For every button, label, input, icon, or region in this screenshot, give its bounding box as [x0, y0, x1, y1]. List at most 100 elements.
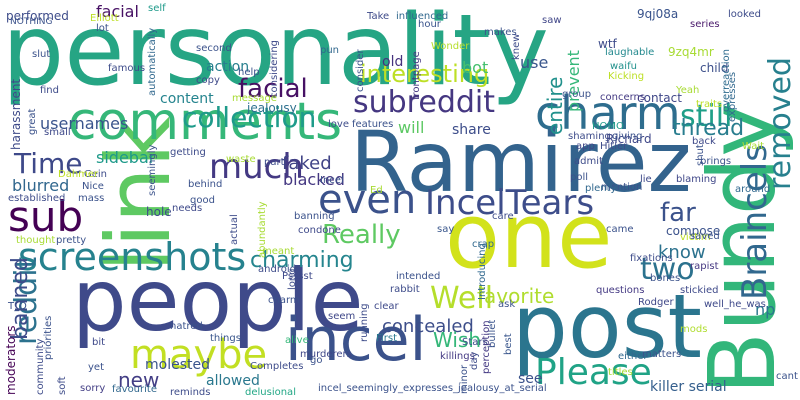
- word: matters: [642, 349, 682, 360]
- word: influenced: [396, 11, 449, 22]
- word: IncelTears: [425, 183, 595, 223]
- word: perception: [481, 320, 492, 374]
- word: bot: [462, 58, 489, 77]
- word: action: [206, 59, 250, 75]
- word: Gein: [84, 169, 108, 180]
- word: reminds: [170, 387, 211, 398]
- word: faked: [282, 153, 332, 174]
- word: Take: [367, 11, 390, 22]
- word: performed: [6, 9, 69, 23]
- word: child: [700, 61, 729, 75]
- word: help: [238, 67, 260, 78]
- word: blaming: [676, 174, 717, 185]
- word: saw: [542, 15, 562, 26]
- word: incel_seemingly_expresses_jealousy_at_se…: [318, 383, 547, 394]
- word: Time: [14, 147, 83, 180]
- word: interesting: [360, 60, 490, 88]
- word: day: [469, 351, 480, 370]
- word: use: [520, 53, 549, 72]
- word: traits: [696, 99, 723, 110]
- word: First: [376, 333, 398, 344]
- word: android: [258, 264, 296, 275]
- word: old: [382, 54, 404, 70]
- word: copy: [196, 75, 220, 86]
- word: far: [660, 198, 696, 228]
- word: actual: [229, 214, 240, 245]
- word: Rodger: [638, 297, 674, 308]
- word: mass: [78, 193, 105, 204]
- word: content: [160, 91, 214, 107]
- word: admit: [574, 156, 603, 167]
- word: needs: [172, 203, 203, 214]
- word: delusional: [245, 387, 296, 398]
- word: cant: [776, 371, 798, 382]
- word: Richard: [606, 132, 652, 146]
- word: harassment: [9, 78, 23, 150]
- word: titles: [608, 367, 633, 378]
- word: seem: [328, 311, 356, 322]
- word: meant: [262, 246, 295, 257]
- word: ask: [498, 299, 516, 310]
- word: still: [680, 99, 733, 134]
- word: even: [318, 177, 417, 223]
- word: victim: [680, 232, 711, 243]
- word: lie: [640, 174, 652, 185]
- word: series: [690, 19, 720, 30]
- word: blacked: [283, 170, 345, 189]
- word: facial: [96, 2, 139, 21]
- word: sidebar: [96, 148, 156, 167]
- word: crap: [472, 239, 495, 250]
- word: personality: [2, 0, 549, 108]
- word: hatred: [170, 321, 203, 332]
- word: overreaction: [721, 49, 732, 112]
- word: Wish: [433, 328, 481, 352]
- word: charm: [535, 86, 681, 140]
- word: molested: [145, 357, 210, 373]
- word: NOTHING: [10, 17, 53, 27]
- word: compose: [666, 224, 721, 238]
- word: contact: [637, 91, 682, 105]
- word: soft: [57, 376, 68, 395]
- word: plenty: [585, 183, 617, 194]
- word: share: [452, 122, 491, 138]
- word: moderators: [4, 325, 18, 395]
- word: bones: [650, 273, 681, 284]
- word: yet: [88, 362, 104, 373]
- word: Kicking: [608, 71, 645, 82]
- word: Introducing: [477, 243, 488, 300]
- word: Dahmer: [58, 169, 99, 180]
- word: well_he_was: [704, 299, 766, 310]
- word: wtf: [598, 37, 617, 51]
- word: favorite: [477, 284, 555, 308]
- word: murderers: [300, 349, 352, 360]
- word: killer serial: [650, 379, 727, 395]
- word: established: [8, 193, 66, 204]
- word: questions: [596, 285, 645, 296]
- word: alive: [285, 335, 309, 346]
- word: Please: [535, 352, 652, 393]
- word: message: [232, 93, 277, 104]
- word: prevent: [564, 50, 583, 112]
- word: blurred: [12, 176, 70, 195]
- word: poll: [570, 172, 589, 183]
- word: find: [40, 85, 59, 96]
- word: condone: [298, 225, 341, 236]
- word: comments: [68, 92, 343, 152]
- word: Psssst: [282, 271, 313, 282]
- word: killings: [440, 351, 475, 362]
- word: Ramirez: [350, 113, 692, 211]
- word: famous: [108, 63, 146, 74]
- word: either: [618, 351, 648, 362]
- word: hole: [146, 205, 172, 219]
- word: frontpage: [411, 51, 422, 100]
- word: bit: [92, 337, 106, 348]
- word: love: [328, 119, 349, 130]
- word: clear: [374, 301, 399, 312]
- word: waste: [226, 154, 256, 165]
- word: much: [209, 147, 304, 187]
- word: say: [437, 224, 455, 235]
- word: running: [359, 303, 370, 342]
- word: concerns: [600, 92, 646, 103]
- word: sub: [8, 192, 84, 241]
- word: small: [44, 127, 71, 138]
